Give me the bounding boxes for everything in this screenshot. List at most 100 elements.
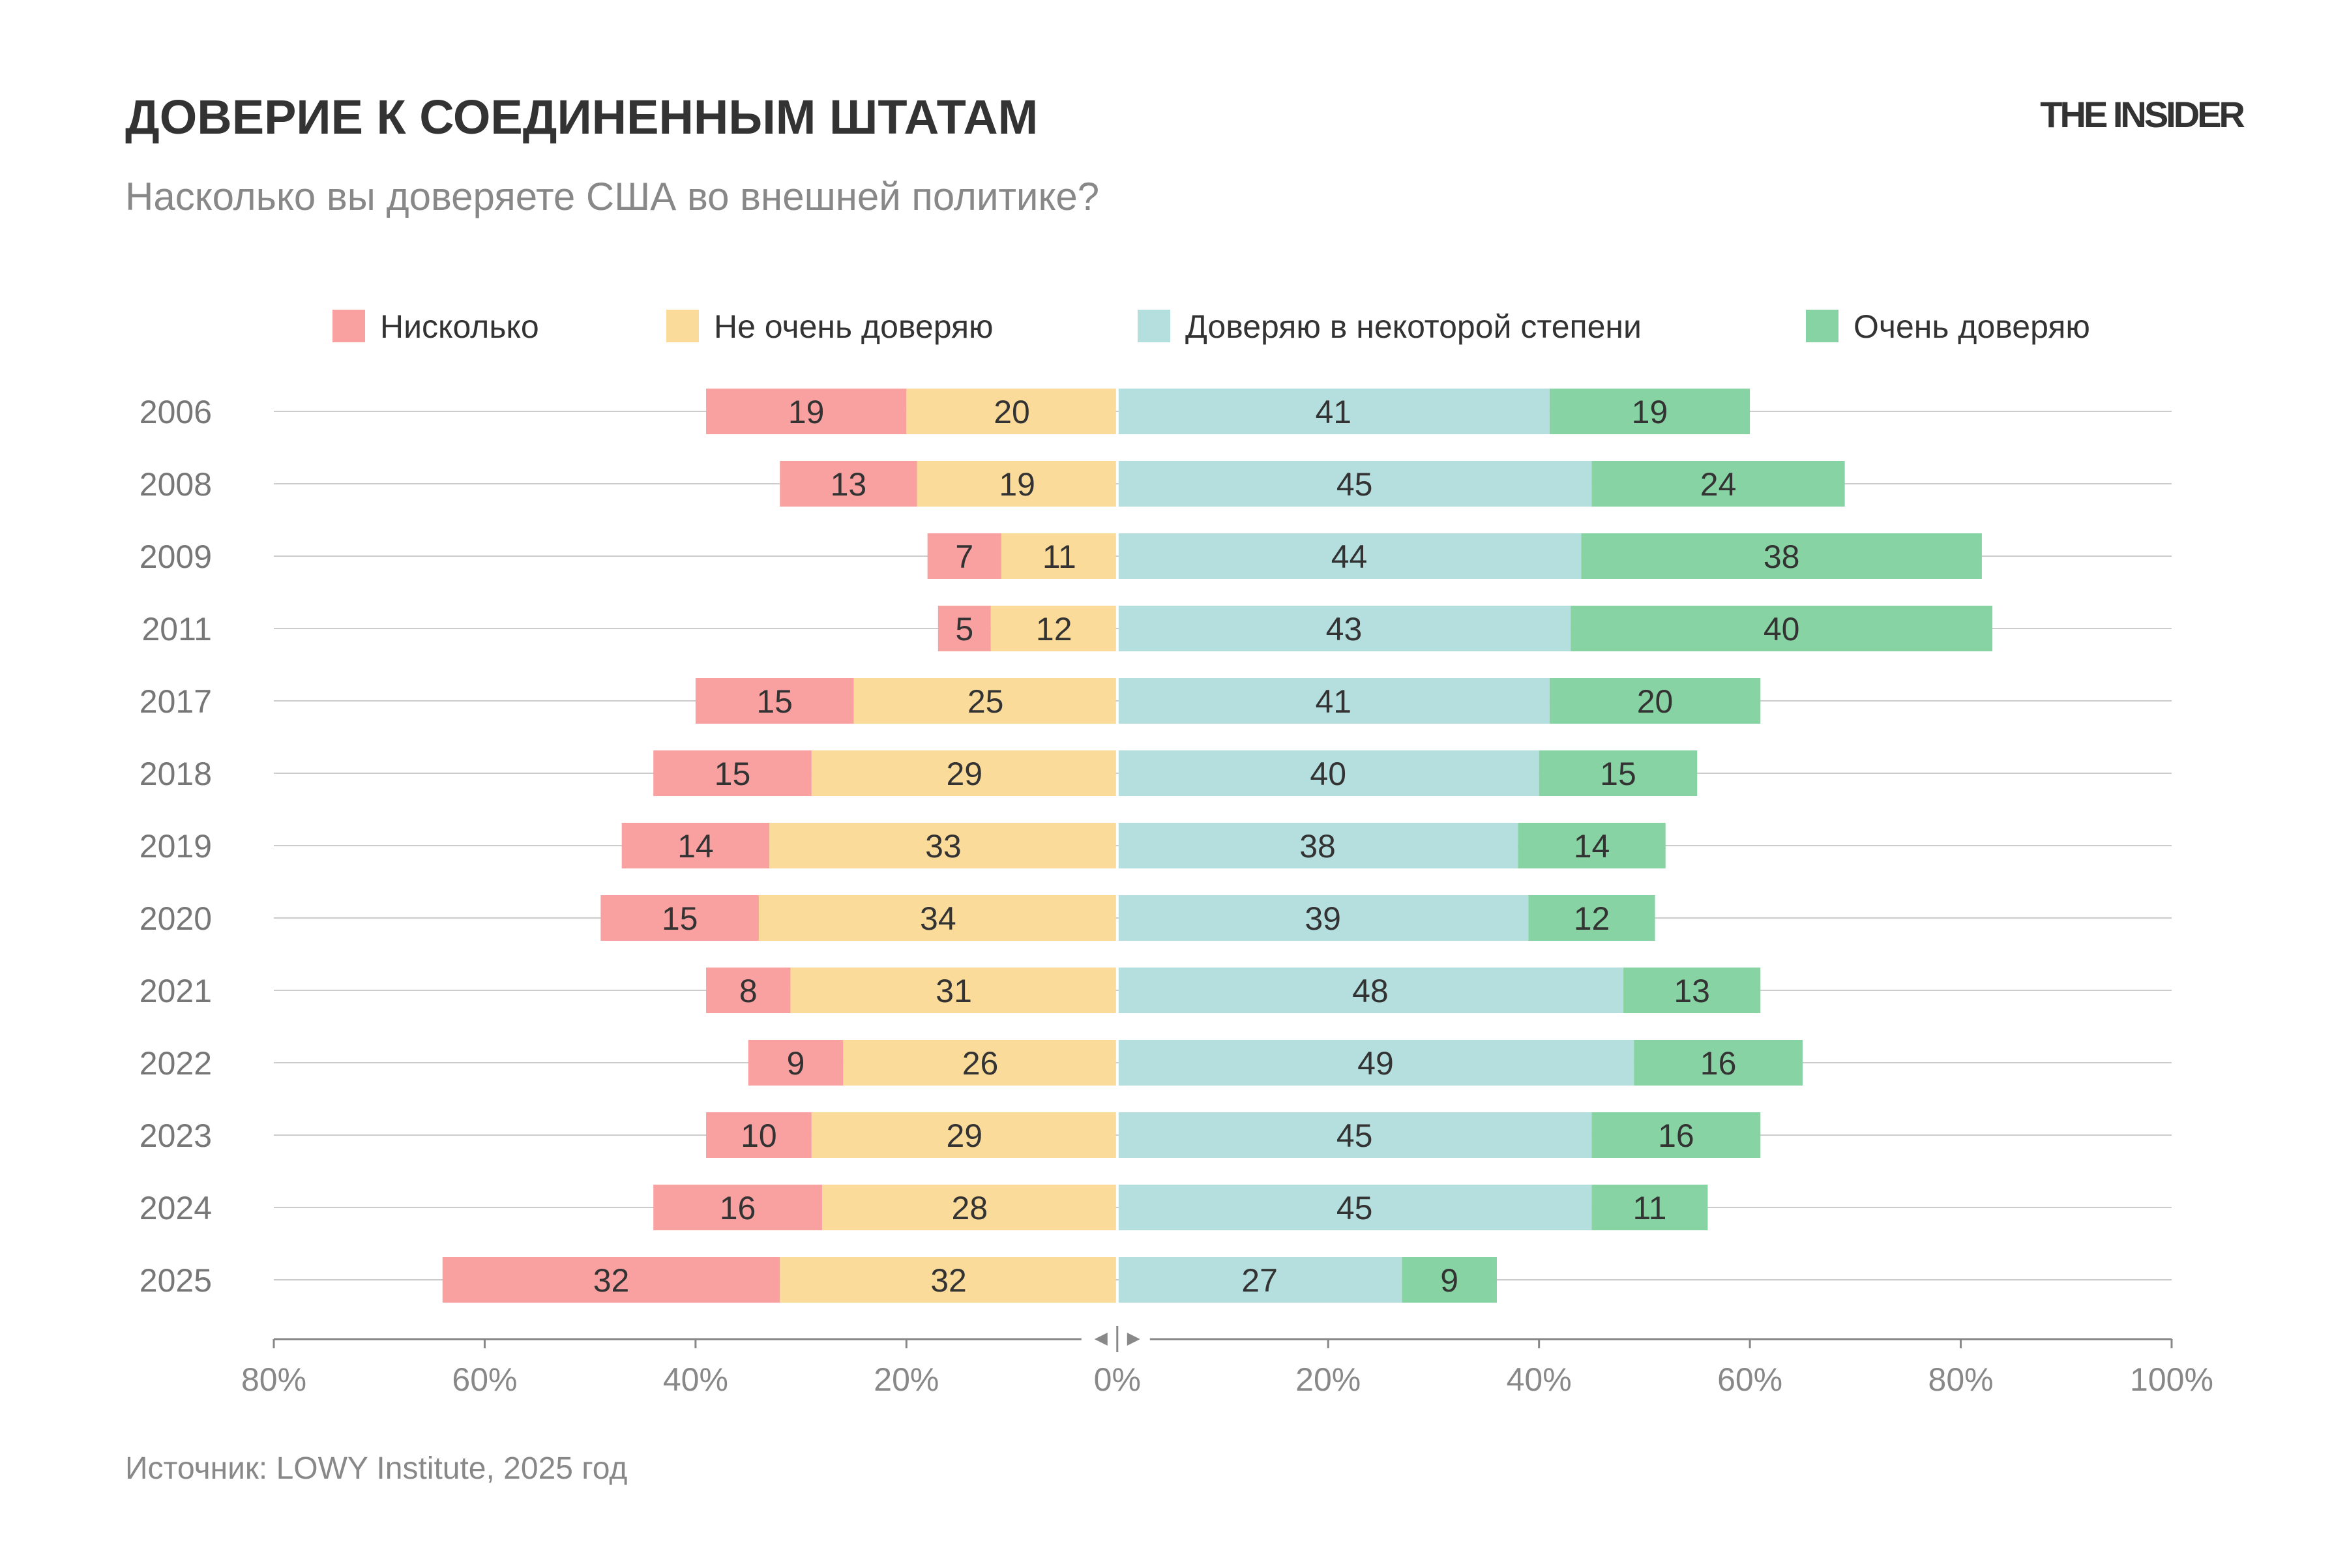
- data-label: 5: [955, 611, 973, 647]
- tick-label: 80%: [1928, 1361, 1994, 1398]
- data-label: 15: [715, 756, 751, 792]
- data-label: 20: [994, 394, 1030, 430]
- bar-segment: [442, 1257, 780, 1303]
- tick-label: 20%: [874, 1361, 939, 1398]
- category-label: 2006: [140, 394, 212, 430]
- bar-segment: [621, 823, 770, 868]
- bar-segment: [1528, 895, 1655, 941]
- category-label: 2022: [140, 1045, 212, 1082]
- legend-label: Нисколько: [380, 308, 539, 345]
- bar-segment: [1634, 1040, 1803, 1086]
- bar-segment: [706, 389, 907, 434]
- category-label: 2021: [140, 973, 212, 1009]
- bar-segment: [843, 1040, 1116, 1086]
- category-label: 2024: [140, 1190, 212, 1226]
- data-label: 33: [925, 828, 962, 865]
- bar-segment: [769, 823, 1116, 868]
- data-label: 32: [930, 1262, 967, 1299]
- data-label: 16: [1658, 1117, 1694, 1154]
- data-label: 41: [1315, 683, 1351, 720]
- bar-segment: [780, 1257, 1116, 1303]
- bar-segment: [1118, 968, 1624, 1013]
- category-label: 2019: [140, 828, 212, 865]
- data-label: 27: [1241, 1262, 1278, 1299]
- bar-segment: [1118, 678, 1550, 724]
- data-label: 45: [1336, 1190, 1373, 1226]
- data-label: 19: [1632, 394, 1668, 430]
- bar-segment: [811, 1112, 1116, 1158]
- category-label: 2020: [140, 900, 212, 937]
- data-label: 40: [1310, 756, 1346, 792]
- data-label: 41: [1315, 394, 1351, 430]
- legend-swatch: [1806, 310, 1838, 342]
- category-label: 2009: [140, 539, 212, 575]
- bar-segment: [1549, 678, 1761, 724]
- logo: THE INSIDER: [2040, 94, 2245, 135]
- data-label: 29: [946, 756, 982, 792]
- bar-segment: [1539, 750, 1698, 796]
- legend-label: Не очень доверяю: [714, 308, 994, 345]
- data-label: 19: [999, 466, 1035, 503]
- bar-segment: [1118, 461, 1592, 507]
- arrow-right-icon: [1127, 1333, 1140, 1346]
- data-label: 45: [1336, 1117, 1373, 1154]
- legend-swatch: [332, 310, 365, 342]
- category-label: 2023: [140, 1117, 212, 1154]
- bar-segment: [653, 750, 812, 796]
- bar-segment: [853, 678, 1116, 724]
- bar-segment: [706, 968, 791, 1013]
- category-label: 2025: [140, 1262, 212, 1299]
- bar-segment: [990, 606, 1116, 651]
- bar-segment: [1591, 461, 1845, 507]
- data-label: 11: [1633, 1190, 1667, 1226]
- bar-segment: [811, 750, 1116, 796]
- category-label: 2008: [140, 466, 212, 503]
- legend-label: Очень доверяю: [1853, 308, 2090, 345]
- bar-segment: [1581, 533, 1982, 579]
- data-label: 32: [593, 1262, 630, 1299]
- data-label: 25: [967, 683, 1004, 720]
- chart-subtitle: Насколько вы доверяете США во внешней по…: [125, 175, 1099, 218]
- data-label: 24: [1700, 466, 1737, 503]
- data-label: 29: [946, 1117, 982, 1154]
- data-label: 8: [739, 973, 758, 1009]
- bar-segment: [1402, 1257, 1497, 1303]
- bar-segment: [1591, 1185, 1708, 1230]
- bar-segment: [758, 895, 1116, 941]
- data-label: 9: [787, 1045, 805, 1082]
- data-label: 44: [1331, 539, 1368, 575]
- data-label: 49: [1357, 1045, 1394, 1082]
- bar-segment: [706, 1112, 812, 1158]
- data-label: 38: [1764, 539, 1800, 575]
- legend-swatch: [1138, 310, 1170, 342]
- bar-segment: [1591, 1112, 1761, 1158]
- bar-segment: [1118, 1257, 1402, 1303]
- bar-segment: [653, 1185, 822, 1230]
- tick-label: 20%: [1295, 1361, 1361, 1398]
- arrow-left-icon: [1094, 1333, 1108, 1346]
- bar-segment: [1001, 533, 1116, 579]
- bar-segment: [927, 533, 1001, 579]
- bar-segment: [790, 968, 1116, 1013]
- data-label: 11: [1042, 539, 1076, 575]
- bar-segment: [1118, 750, 1539, 796]
- data-label: 39: [1305, 900, 1341, 937]
- data-label: 15: [662, 900, 698, 937]
- data-label: 16: [1700, 1045, 1737, 1082]
- bar-segment: [1118, 823, 1518, 868]
- x-axis: 80% 60% 40% 20% 0% 20% 40% 60% 80% 100%: [241, 1326, 2213, 1398]
- category-label: 2018: [140, 756, 212, 792]
- data-label: 7: [955, 539, 973, 575]
- bar-segment: [600, 895, 759, 941]
- data-label: 20: [1637, 683, 1674, 720]
- data-label: 14: [677, 828, 714, 865]
- data-label: 16: [720, 1190, 756, 1226]
- tick-label: 80%: [241, 1361, 306, 1398]
- bar-segment: [695, 678, 854, 724]
- legend: Нисколько Не очень доверяю Доверяю в некот…: [332, 308, 2090, 345]
- source-note: Источник: LOWY Institute, 2025 год: [125, 1451, 627, 1486]
- category-label: 2017: [140, 683, 212, 720]
- data-label: 31: [936, 973, 972, 1009]
